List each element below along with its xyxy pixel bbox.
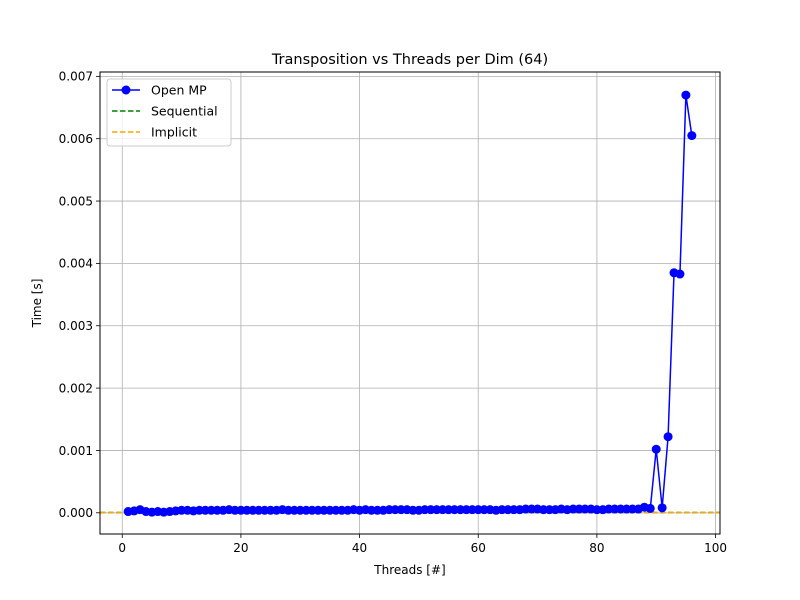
x-axis-ticks: 0 20 40 60 80 100 bbox=[118, 534, 727, 555]
y-axis-label: Time [s] bbox=[30, 279, 44, 329]
y-tick-label: 0.001 bbox=[59, 444, 93, 458]
chart-title: Transposition vs Threads per Dim (64) bbox=[271, 52, 548, 68]
plot-frame bbox=[99, 71, 721, 535]
openmp-point bbox=[657, 503, 667, 513]
y-tick-label: 0.000 bbox=[59, 506, 93, 520]
y-tick-label: 0.006 bbox=[59, 132, 93, 146]
x-axis-label: Threads [#] bbox=[373, 563, 445, 577]
y-tick-label: 0.002 bbox=[59, 381, 93, 395]
legend-label-sequential: Sequential bbox=[151, 104, 218, 119]
legend-label-implicit: Implicit bbox=[151, 125, 197, 140]
openmp-point bbox=[651, 444, 661, 454]
y-tick-label: 0.003 bbox=[59, 319, 93, 333]
openmp-point bbox=[681, 90, 691, 100]
x-tick-label: 20 bbox=[233, 541, 248, 555]
x-tick-label: 0 bbox=[118, 541, 126, 555]
legend-openmp-marker bbox=[121, 85, 131, 95]
y-tick-label: 0.005 bbox=[59, 194, 93, 208]
y-tick-label: 0.007 bbox=[59, 70, 93, 84]
legend: Open MP Sequential Implicit bbox=[106, 78, 232, 147]
y-axis-ticks: 0.000 0.001 0.002 0.003 0.004 0.005 0.006 0.007 bbox=[59, 70, 100, 520]
x-tick-label: 40 bbox=[352, 541, 367, 555]
legend-box bbox=[106, 78, 232, 147]
x-tick-label: 100 bbox=[704, 541, 727, 555]
openmp-point bbox=[675, 269, 685, 279]
x-tick-label: 60 bbox=[471, 541, 486, 555]
x-tick-label: 80 bbox=[589, 541, 604, 555]
legend-label-openmp: Open MP bbox=[151, 83, 207, 98]
openmp-point bbox=[645, 503, 655, 513]
grid bbox=[100, 72, 720, 534]
y-tick-label: 0.004 bbox=[59, 257, 93, 271]
openmp-point bbox=[663, 432, 673, 442]
openmp-series bbox=[123, 90, 697, 517]
openmp-point bbox=[687, 131, 697, 141]
